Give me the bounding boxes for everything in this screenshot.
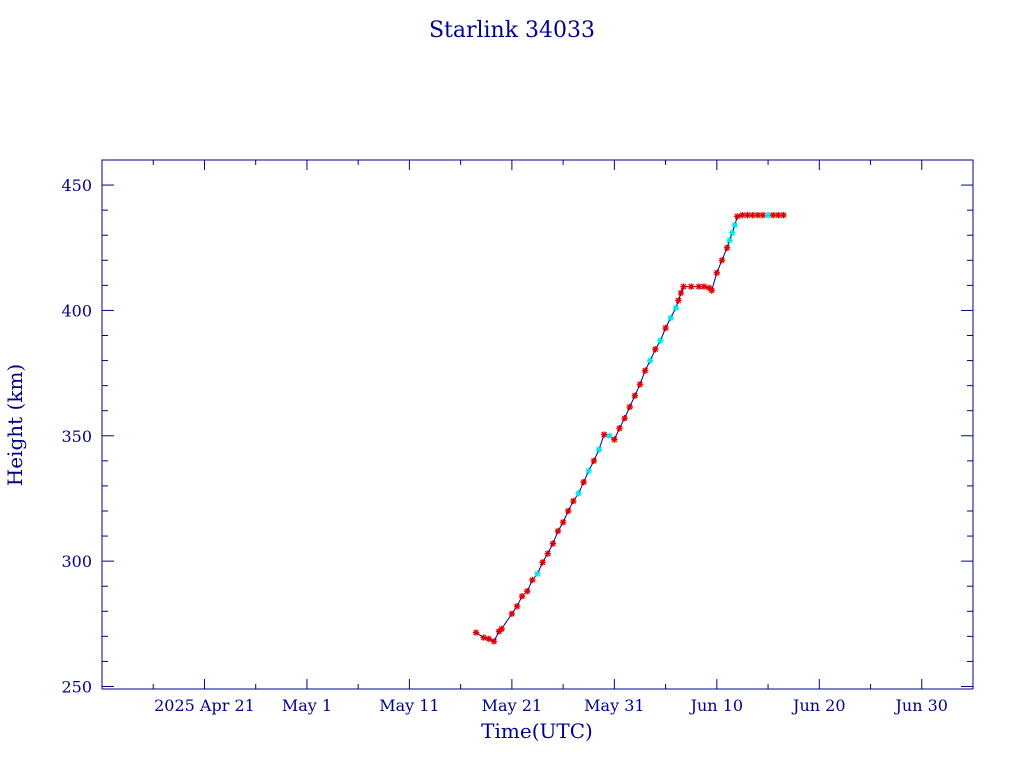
- data-point-marker: [657, 337, 664, 344]
- data-point-marker: [744, 211, 751, 219]
- data-point-marker: [700, 283, 708, 290]
- data-point-marker: [495, 628, 503, 635]
- data-point-marker: [595, 446, 603, 453]
- data-point-marker: [672, 304, 680, 312]
- data-point-marker: [641, 367, 649, 374]
- data-point-marker: [680, 283, 687, 290]
- data-point-marker: [675, 297, 682, 304]
- data-point-marker: [539, 559, 546, 566]
- data-point-marker: [513, 603, 521, 610]
- data-point-marker: [480, 634, 487, 641]
- data-point-marker: [739, 211, 746, 219]
- data-point-marker: [695, 283, 703, 290]
- data-point-marker: [565, 507, 572, 515]
- axes: 2025 Apr 21 May 1 May 11 May 21 May 31 Jun 10…: [61, 159, 974, 715]
- data-point-marker: [718, 257, 726, 264]
- data-point-marker: [731, 221, 738, 229]
- x-tick-label: May 31: [584, 696, 644, 715]
- data-point-marker: [723, 244, 731, 251]
- data-point-marker: [677, 289, 685, 297]
- y-tick-label: 350: [61, 427, 92, 446]
- data-point-marker: [631, 392, 639, 399]
- data-point-marker: [472, 629, 480, 636]
- data-point-marker: [705, 284, 713, 292]
- data-point-marker: [775, 211, 782, 219]
- data-point-marker: [667, 314, 674, 322]
- data-point-marker: [534, 570, 541, 577]
- data-point-marker: [754, 211, 762, 219]
- data-point-marker: [647, 357, 654, 364]
- data-point-marker: [611, 436, 618, 443]
- data-point-marker: [606, 432, 613, 439]
- data-point-marker: [769, 211, 777, 219]
- x-tick-label: Jun 20: [791, 696, 845, 715]
- y-tick-label: 250: [61, 677, 92, 696]
- data-point-marker: [554, 527, 562, 535]
- data-point-marker: [759, 211, 767, 219]
- x-tick-label: Jun 30: [894, 696, 948, 715]
- chart-title: Starlink 34033: [429, 18, 595, 43]
- data-point-marker: [549, 540, 557, 547]
- data-point-marker: [616, 425, 623, 432]
- data-point-marker: [708, 287, 715, 294]
- data-point-marker: [626, 403, 633, 411]
- data-point-marker: [726, 237, 733, 244]
- data-point-marker: [544, 550, 551, 557]
- data-point-marker: [621, 415, 628, 422]
- data-point-marker: [652, 346, 659, 353]
- data-point-marker: [713, 269, 721, 277]
- data-point-marker: [524, 588, 531, 595]
- series: [472, 211, 787, 645]
- data-point-marker: [688, 283, 695, 290]
- data-point-marker: [559, 519, 567, 526]
- x-axis-label: Time(UTC): [481, 719, 593, 743]
- data-point-marker: [575, 490, 582, 497]
- series-line: [475, 214, 784, 643]
- data-point-marker: [600, 431, 608, 438]
- data-point-marker: [636, 381, 644, 388]
- data-point-marker: [508, 610, 516, 617]
- data-point-marker: [518, 593, 526, 600]
- data-point-marker: [749, 211, 756, 219]
- y-tick-label: 300: [61, 552, 92, 571]
- data-point-marker: [580, 478, 587, 486]
- data-point-marker: [485, 635, 493, 643]
- data-point-marker: [780, 211, 787, 219]
- data-point-marker: [662, 324, 669, 332]
- data-point-marker: [529, 576, 536, 584]
- x-tick-label: May 1: [282, 696, 332, 715]
- data-point-marker: [570, 497, 577, 505]
- x-tick-label: Jun 10: [689, 696, 743, 715]
- x-tick-label: May 11: [379, 696, 439, 715]
- data-point-marker: [764, 211, 772, 219]
- x-tick-label: May 21: [482, 696, 542, 715]
- x-tick-label: 2025 Apr 21: [154, 696, 255, 715]
- y-tick-label: 400: [61, 301, 92, 320]
- plot-frame: [101, 159, 974, 690]
- data-point-marker: [590, 457, 598, 465]
- data-point-marker: [585, 467, 592, 475]
- y-axis-label: Height (km): [3, 364, 27, 486]
- data-point-marker: [734, 213, 741, 220]
- data-point-marker: [490, 638, 498, 645]
- data-point-marker: [498, 625, 505, 633]
- y-tick-label: 450: [61, 176, 92, 195]
- data-point-marker: [728, 229, 736, 236]
